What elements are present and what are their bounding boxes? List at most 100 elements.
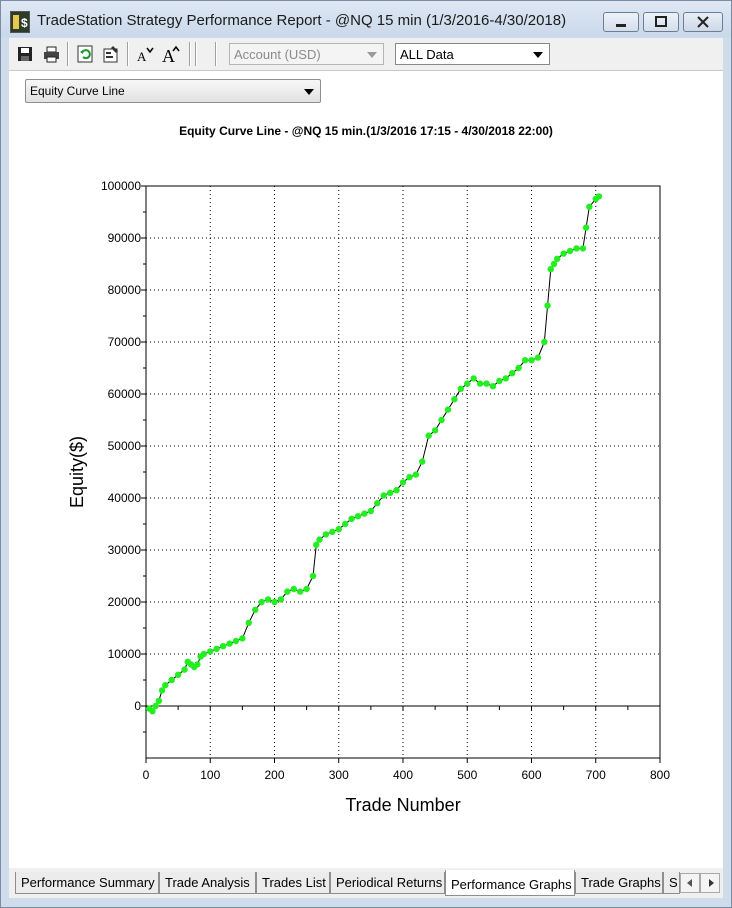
tab-periodical-returns[interactable]: Periodical Returns: [330, 872, 445, 894]
equity-high-marker: [354, 513, 362, 520]
equity-high-marker: [174, 671, 182, 678]
tab-label: S: [669, 875, 678, 890]
equity-high-marker: [258, 598, 265, 606]
y-tick-label: 40000: [108, 491, 142, 505]
equity-high-marker: [438, 416, 445, 424]
equity-high-marker: [149, 708, 156, 715]
x-tick-label: 800: [650, 768, 670, 782]
x-axis-label: Trade Number: [345, 795, 460, 815]
data-range-select[interactable]: ALL Data: [395, 43, 550, 65]
tab-scroll-left-button[interactable]: [680, 873, 700, 893]
equity-high-marker: [297, 588, 304, 595]
tab-performance-graphs[interactable]: Performance Graphs: [445, 870, 575, 896]
toolbar: A A Account (USD) ALL Data: [9, 38, 723, 71]
x-tick-label: 400: [393, 768, 413, 782]
print-icon[interactable]: [41, 44, 61, 64]
equity-high-marker: [316, 536, 323, 543]
tab-label: Performance Graphs: [451, 877, 572, 892]
x-tick-label: 600: [521, 768, 541, 782]
equity-high-marker: [547, 266, 554, 273]
equity-high-marker: [502, 375, 509, 382]
equity-high-marker: [560, 250, 567, 257]
tab-label: Periodical Returns: [336, 875, 443, 890]
tab-performance-summary[interactable]: Performance Summary: [15, 872, 159, 894]
close-button[interactable]: [683, 12, 723, 32]
equity-high-marker: [425, 432, 432, 439]
y-tick-label: 60000: [108, 387, 142, 401]
x-tick-label: 0: [143, 768, 150, 782]
equity-high-marker: [226, 640, 233, 647]
account-select[interactable]: Account (USD): [229, 43, 384, 65]
y-tick-label: 20000: [108, 595, 142, 609]
y-tick-label: 70000: [108, 335, 142, 349]
equity-high-marker: [534, 354, 542, 361]
toolbar-separator: [189, 42, 190, 66]
chevron-down-icon: [304, 89, 314, 95]
graph-type-select[interactable]: Equity Curve Line: [25, 79, 321, 103]
tab-trade-analysis[interactable]: Trade Analysis: [159, 872, 256, 894]
minimize-button[interactable]: [603, 12, 639, 32]
equity-high-marker: [303, 585, 310, 593]
equity-high-marker: [219, 643, 227, 650]
svg-text:A: A: [137, 49, 147, 64]
equity-high-marker: [566, 247, 574, 255]
equity-high-marker: [213, 645, 220, 652]
toolbar-separator: [127, 42, 128, 66]
equity-high-marker: [457, 385, 465, 392]
equity-high-marker: [470, 375, 477, 382]
maximize-button[interactable]: [643, 12, 679, 32]
equity-high-marker: [406, 474, 413, 481]
equity-high-marker: [158, 687, 166, 694]
equity-high-marker: [313, 541, 320, 548]
toolbar-separator: [67, 42, 68, 66]
equity-high-marker: [168, 676, 175, 684]
y-axis-label: Equity($): [67, 436, 87, 508]
increase-font-icon[interactable]: A: [161, 44, 181, 66]
equity-high-marker: [200, 650, 208, 658]
refresh-icon[interactable]: [75, 44, 95, 64]
plot-area: [145, 185, 661, 759]
decrease-font-icon[interactable]: A: [135, 44, 155, 64]
equity-high-marker: [444, 406, 452, 413]
equity-high-marker: [431, 427, 439, 434]
equity-high-marker: [252, 606, 259, 613]
equity-high-marker: [207, 648, 214, 655]
equity-high-marker: [399, 479, 407, 486]
equity-high-marker: [348, 515, 355, 522]
equity-high-marker: [284, 588, 291, 595]
equity-high-marker: [528, 357, 535, 364]
equity-high-marker: [232, 637, 240, 645]
tab-s[interactable]: S: [663, 872, 680, 894]
equity-high-marker: [544, 302, 551, 309]
save-icon[interactable]: [15, 44, 35, 64]
toolbar-separator: [195, 42, 196, 66]
equity-high-marker: [386, 489, 394, 496]
equity-high-marker: [194, 661, 201, 668]
x-tick-label: 500: [457, 768, 477, 782]
equity-high-marker: [393, 487, 400, 494]
title-bar[interactable]: $ TradeStation Strategy Performance Repo…: [1, 1, 731, 37]
equity-high-marker: [329, 528, 336, 535]
equity-high-marker: [162, 682, 169, 689]
x-tick-label: 200: [264, 768, 284, 782]
tab-trade-graphs[interactable]: Trade Graphs: [575, 872, 663, 894]
equity-high-marker: [277, 596, 285, 603]
equity-high-marker: [309, 572, 317, 580]
equity-high-marker: [509, 370, 516, 377]
settings-icon[interactable]: [101, 44, 121, 64]
equity-high-marker: [579, 245, 587, 252]
equity-high-marker: [541, 338, 548, 346]
y-tick-label: 50000: [108, 439, 142, 453]
equity-high-marker: [367, 507, 375, 515]
equity-high-marker: [152, 702, 159, 710]
data-range-select-value: ALL Data: [400, 47, 454, 62]
window-title: TradeStation Strategy Performance Report…: [37, 12, 567, 29]
tab-trades-list[interactable]: Trades List: [256, 872, 330, 894]
equity-high-marker: [464, 380, 471, 387]
tab-label: Trade Analysis: [165, 875, 250, 890]
chevron-right-icon: [709, 879, 714, 887]
tab-scroll-right-button[interactable]: [700, 873, 720, 893]
equity-curve-chart: 0100002000030000400005000060000700008000…: [67, 179, 670, 815]
equity-high-marker: [181, 666, 188, 673]
y-tick-label: 100000: [101, 179, 141, 193]
